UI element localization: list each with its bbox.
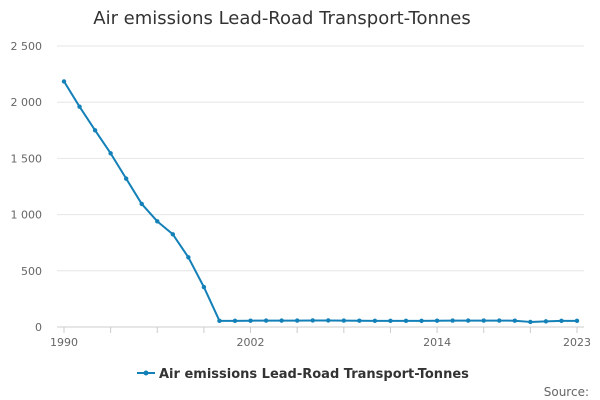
y-tick-label: 1 500 <box>11 152 43 165</box>
y-tick-label: 1 000 <box>11 209 43 222</box>
data-point[interactable] <box>528 319 533 325</box>
data-point[interactable] <box>217 318 222 324</box>
data-point[interactable] <box>186 255 191 260</box>
x-tick-label: 1990 <box>50 336 78 349</box>
data-point[interactable] <box>326 318 331 323</box>
data-point[interactable] <box>108 151 113 156</box>
data-point[interactable] <box>388 318 393 324</box>
data-point[interactable] <box>155 219 160 224</box>
data-point[interactable] <box>543 319 549 324</box>
data-point[interactable] <box>139 201 144 207</box>
data-point[interactable] <box>434 318 440 323</box>
x-tick-label: 2023 <box>563 336 591 349</box>
data-point[interactable] <box>481 318 486 323</box>
y-tick-label: 2 000 <box>11 96 43 109</box>
data-point[interactable] <box>341 318 347 323</box>
legend[interactable]: Air emissions Lead-Road Transport-Tonnes <box>137 367 469 382</box>
data-point[interactable] <box>357 318 362 323</box>
legend-dot-marker <box>143 370 149 376</box>
legend-label: Air emissions Lead-Road Transport-Tonnes <box>159 367 469 382</box>
series-group <box>61 79 580 325</box>
data-point[interactable] <box>497 318 502 323</box>
gridlines <box>57 45 584 272</box>
data-point[interactable] <box>294 318 300 323</box>
data-point[interactable] <box>465 318 471 323</box>
data-point[interactable] <box>512 318 518 323</box>
x-tick-label: 2002 <box>237 336 265 349</box>
data-point[interactable] <box>170 232 176 237</box>
data-point[interactable] <box>559 318 564 324</box>
chart-title: Air emissions Lead-Road Transport-Tonnes <box>93 8 470 29</box>
data-point[interactable] <box>123 176 129 181</box>
series-line <box>63 80 577 323</box>
data-point[interactable] <box>419 318 424 324</box>
data-point[interactable] <box>77 104 82 109</box>
x-tick-label: 2014 <box>423 336 451 349</box>
data-point[interactable] <box>248 318 253 323</box>
data-point[interactable] <box>450 318 455 323</box>
data-point[interactable] <box>310 318 315 323</box>
data-point[interactable] <box>61 79 67 84</box>
y-axis: 0 500 1 000 1 500 2 000 2 500 <box>11 40 43 334</box>
data-point[interactable] <box>232 318 238 324</box>
y-tick-label: 500 <box>21 265 42 278</box>
data-point[interactable] <box>279 318 284 323</box>
y-tick-label: 0 <box>35 321 42 334</box>
data-point[interactable] <box>263 318 269 323</box>
data-point[interactable] <box>92 128 98 133</box>
data-point[interactable] <box>574 318 580 324</box>
data-point[interactable] <box>201 284 207 290</box>
y-tick-label: 2 500 <box>11 40 43 53</box>
x-axis: 1990 2002 2014 2023 <box>50 326 591 349</box>
data-point[interactable] <box>403 318 409 324</box>
source-label: Source: <box>544 385 589 399</box>
data-point[interactable] <box>372 318 378 324</box>
